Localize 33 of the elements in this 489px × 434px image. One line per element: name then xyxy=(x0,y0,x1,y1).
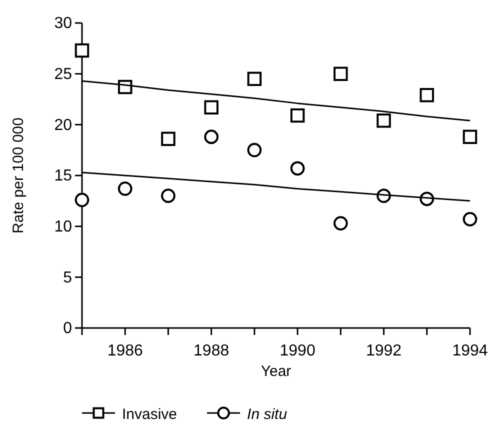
y-tick-label: 5 xyxy=(63,269,72,286)
y-tick-label: 15 xyxy=(54,168,72,185)
y-tick-label: 0 xyxy=(63,320,72,338)
point xyxy=(204,100,218,115)
y-tick-label: 10 xyxy=(54,218,72,236)
legend-label: In situ xyxy=(247,406,288,423)
point xyxy=(161,132,176,146)
y-tick-label: 20 xyxy=(54,116,72,134)
point xyxy=(290,161,305,176)
x-tick-label: 1992 xyxy=(366,342,402,360)
point xyxy=(74,43,90,58)
point xyxy=(420,88,434,102)
point xyxy=(376,113,391,128)
point xyxy=(118,182,132,196)
point xyxy=(334,66,348,81)
point xyxy=(333,216,348,230)
x-tick-label: 1986 xyxy=(107,342,144,360)
x-tick-label: 1988 xyxy=(194,342,230,360)
point xyxy=(74,192,90,208)
point xyxy=(290,108,305,123)
point xyxy=(204,130,219,144)
point xyxy=(161,188,176,203)
legend-label: Invasive xyxy=(122,406,178,423)
point xyxy=(462,212,478,226)
x-tick-label: 1990 xyxy=(280,342,316,360)
point xyxy=(462,130,478,144)
y-tick-label: 30 xyxy=(54,15,72,32)
point xyxy=(247,72,262,86)
y-axis-title: Rate per 100 000 xyxy=(10,118,27,234)
y-tick-label: 25 xyxy=(54,66,72,83)
point xyxy=(247,142,262,158)
x-axis-title: Year xyxy=(260,363,292,380)
x-tick-label: 1994 xyxy=(452,342,488,360)
